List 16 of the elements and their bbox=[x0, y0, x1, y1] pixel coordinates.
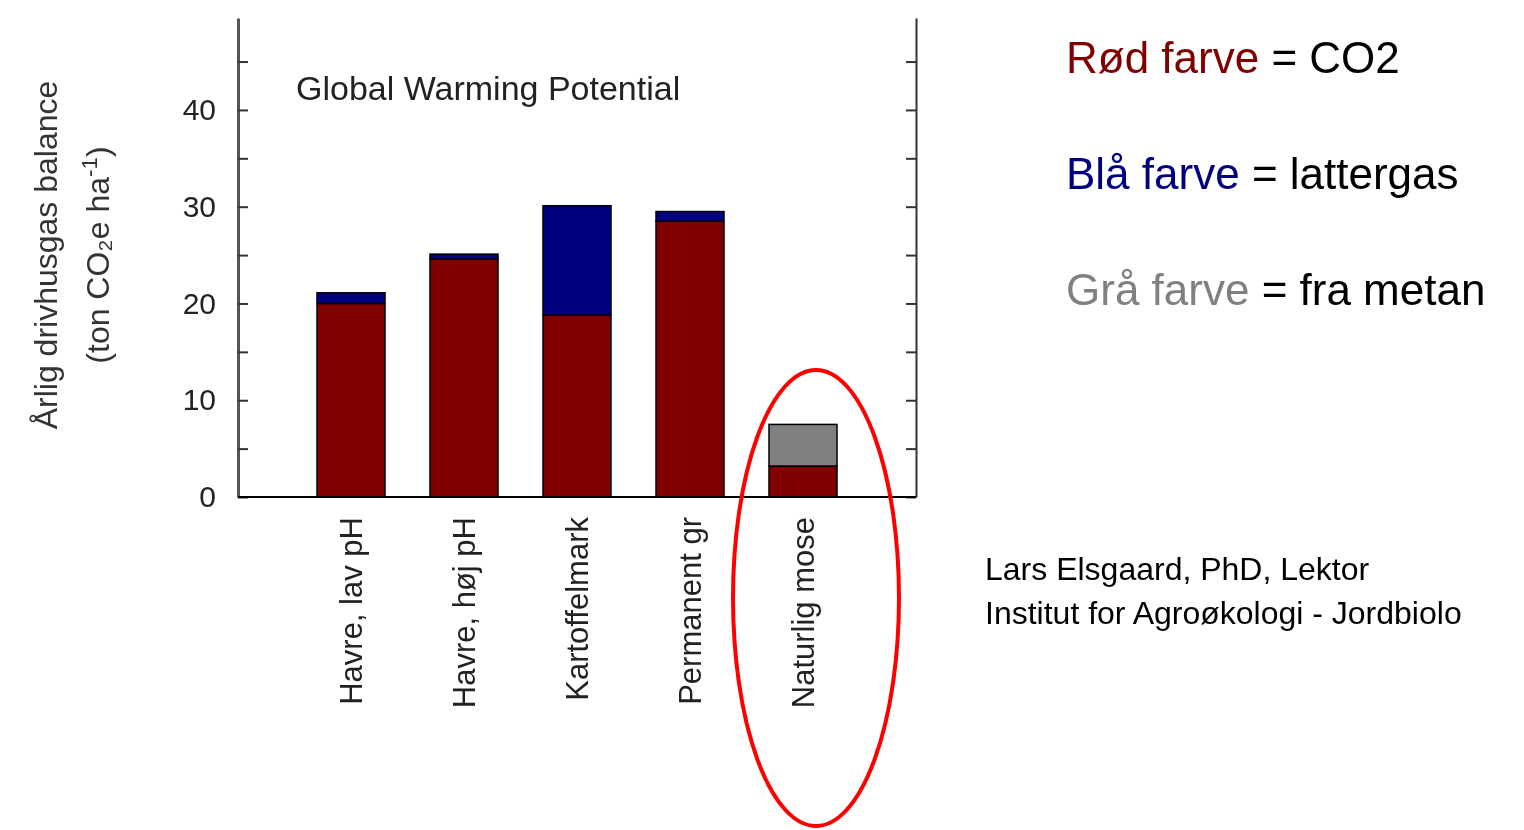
y-tick-label: 0 bbox=[199, 480, 216, 514]
text: Global Warming Potential bbox=[296, 69, 681, 107]
x-tick-label: Havre, lav pH bbox=[334, 517, 369, 705]
x-tick-label: Kartoffelmark bbox=[560, 516, 595, 701]
x-tick-label: Permanent gr bbox=[673, 517, 708, 705]
text: Grå farve = fra metan bbox=[1066, 265, 1486, 314]
y-tick-label: 10 bbox=[182, 383, 216, 417]
text: Institut for Agroøkologi - Jordbiolo bbox=[985, 595, 1462, 631]
text: Blå farve = lattergas bbox=[1066, 149, 1459, 198]
x-tick-label: Naturlig mose bbox=[786, 517, 821, 709]
y-tick-label: 40 bbox=[182, 93, 216, 127]
y-tick-label: 30 bbox=[182, 189, 216, 223]
text: Lars Elsgaard, PhD, Lektor bbox=[985, 551, 1370, 587]
x-tick-label: Havre, høj pH bbox=[447, 517, 482, 709]
text: Rød farve = CO2 bbox=[1066, 33, 1400, 82]
y-tick-label: 20 bbox=[182, 286, 216, 320]
